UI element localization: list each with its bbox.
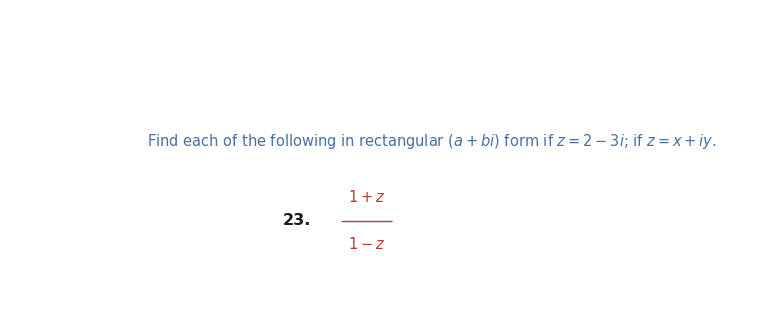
Text: $1 - z$: $1 - z$ [348, 236, 386, 253]
Text: Find each of the following in rectangular $(a + bi)$ form if $z = 2 - 3i$; if $z: Find each of the following in rectangula… [147, 132, 717, 151]
Text: $1 + z$: $1 + z$ [348, 188, 386, 205]
Text: 23.: 23. [283, 213, 312, 228]
